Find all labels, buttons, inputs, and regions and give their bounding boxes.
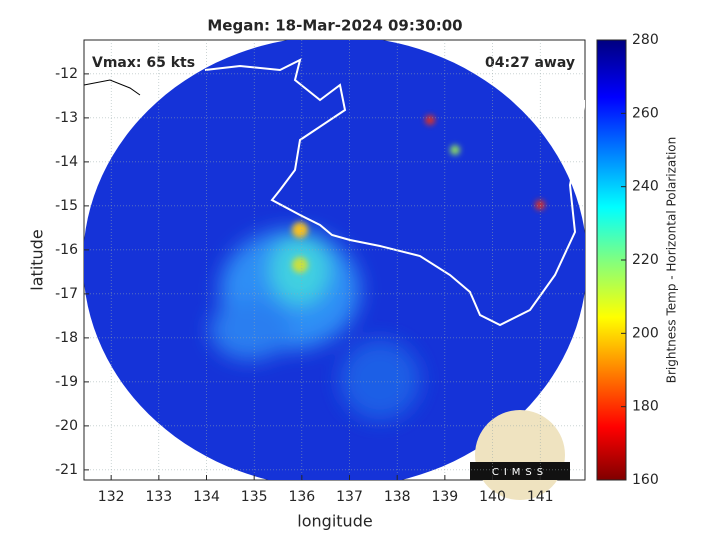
y-tick-label: -17 xyxy=(55,286,78,302)
colorbar-tick-label: 220 xyxy=(632,252,659,268)
time-away-label: 04:27 away xyxy=(485,55,575,71)
colorbar-tick-label: 200 xyxy=(632,325,659,341)
y-tick-label: -20 xyxy=(55,418,78,434)
y-tick-label: -21 xyxy=(55,462,78,478)
y-tick-label: -14 xyxy=(55,154,78,170)
x-tick-label: 134 xyxy=(193,489,220,505)
x-axis-label: longitude xyxy=(297,512,372,531)
colorbar-tick-label: 240 xyxy=(632,179,659,195)
x-tick-label: 140 xyxy=(479,489,506,505)
colorbar-label: Brightness Temp - Horizontal Polarizatio… xyxy=(665,137,679,384)
y-tick-label: -15 xyxy=(55,198,78,214)
x-tick-label: 132 xyxy=(98,489,125,505)
colorbar-tick-label: 180 xyxy=(632,399,659,415)
logo-text: CIMSS xyxy=(492,467,548,478)
y-tick-label: -16 xyxy=(55,242,78,258)
x-tick-label: 136 xyxy=(288,489,315,505)
y-tick-label: -13 xyxy=(55,110,78,126)
x-tick-label: 133 xyxy=(145,489,172,505)
y-tick-label: -12 xyxy=(55,66,78,82)
x-tick-label: 139 xyxy=(431,489,458,505)
imagery xyxy=(84,40,585,480)
x-tick-label: 135 xyxy=(241,489,268,505)
y-tick-label: -19 xyxy=(55,374,78,390)
title: Megan: 18-Mar-2024 09:30:00 xyxy=(207,17,462,35)
colorbar-tick-label: 260 xyxy=(632,105,659,121)
x-tick-label: 141 xyxy=(527,489,554,505)
colorbar-tick-label: 160 xyxy=(632,472,659,488)
y-axis-label: latitude xyxy=(28,229,47,290)
vmax-label: Vmax: 65 kts xyxy=(92,55,195,71)
colorbar-tick-label: 280 xyxy=(632,32,659,48)
x-tick-label: 138 xyxy=(384,489,411,505)
logo: CIMSS xyxy=(470,410,570,500)
x-tick-label: 137 xyxy=(336,489,363,505)
y-tick-label: -18 xyxy=(55,330,78,346)
